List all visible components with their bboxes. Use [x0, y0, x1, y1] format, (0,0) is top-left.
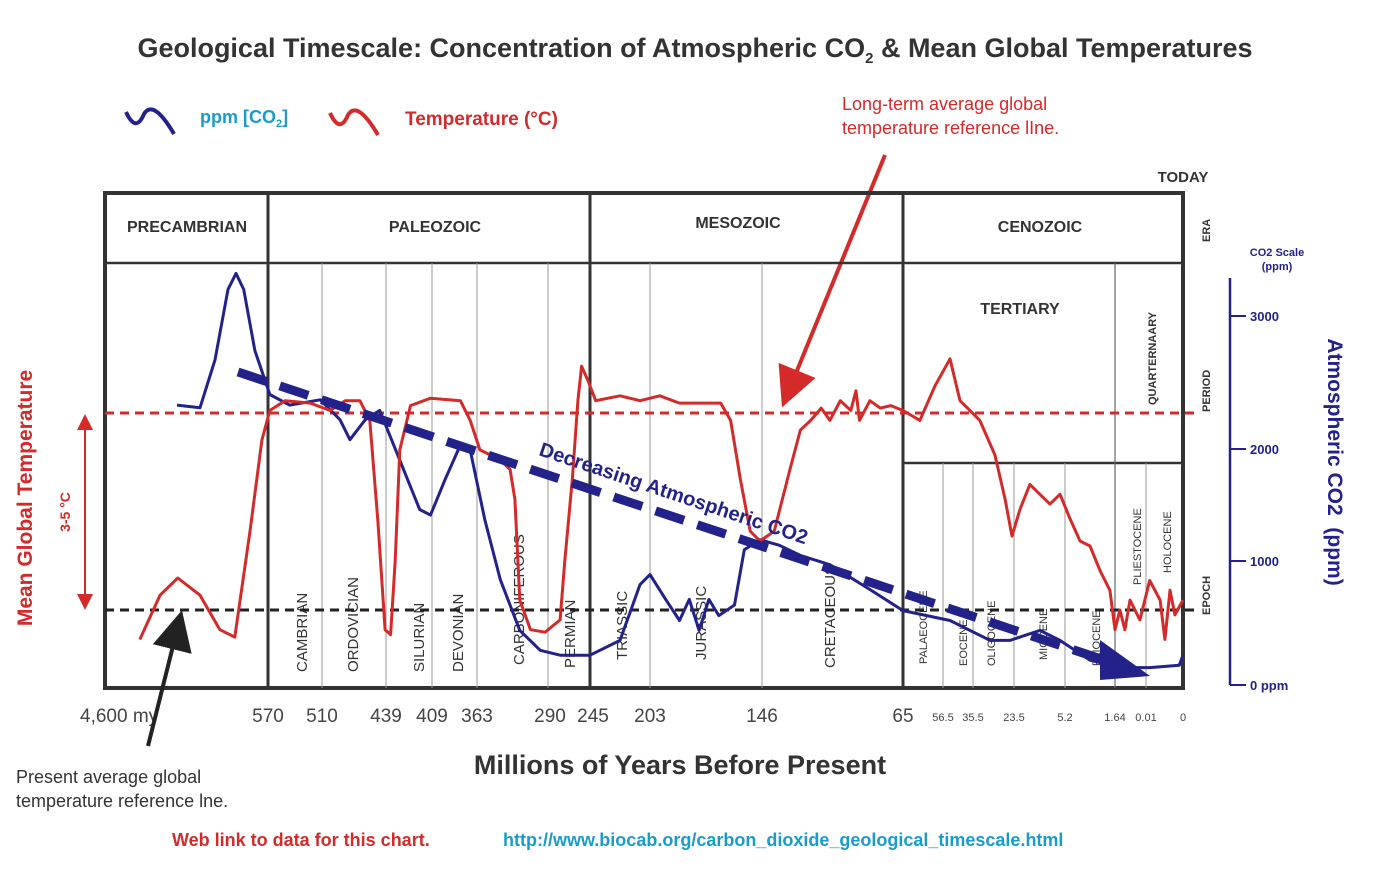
range-label: 3-5 °C: [57, 492, 73, 532]
period-cambrian: CAMBRIAN: [294, 593, 311, 672]
legend-temp-swatch: [328, 108, 380, 137]
footer-link-url[interactable]: http://www.biocab.org/carbon_dioxide_geo…: [503, 830, 1063, 850]
long-term-annotation-line2: temperature reference lIne.: [842, 118, 1059, 138]
x-tick-label: 65: [892, 706, 913, 727]
present-annotation-line1: Present average global: [16, 767, 201, 787]
right-axis-tick-label: 1000: [1250, 554, 1279, 569]
long-term-annotation-line1: Long-term average global: [842, 94, 1047, 114]
era-mesozoic: MESOZOIC: [695, 215, 781, 232]
chart-title: Geological Timescale: Concentration of A…: [137, 33, 1252, 67]
decreasing-co2-label: Decreasing Atmospheric CO2: [536, 439, 810, 549]
y-axis-left-label: Mean Global Temperature: [14, 370, 37, 626]
x-tick-label: 245: [577, 706, 609, 727]
era-precambrian: PRECAMBRIAN: [127, 219, 247, 236]
x-tick-label: 5.2: [1057, 712, 1072, 724]
era-paleozoic: PALEOZOIC: [389, 219, 482, 236]
x-axis-ticks: 4,600 my 570 510 439 409 363 290 245 203 146 65 56.…: [80, 706, 1186, 727]
legend-co2-label: ppm [CO2]: [200, 107, 288, 130]
period-triassic: TRIASSIC: [614, 591, 631, 660]
decreasing-co2-arrowhead: [1100, 640, 1150, 680]
period-permian: PERMIAN: [562, 600, 579, 668]
right-axis-tick-label: 0 ppm: [1250, 678, 1288, 693]
x-tick-label: 4,600 my: [80, 706, 159, 727]
co2-scale-title-2: (ppm): [1262, 261, 1293, 273]
y-axis-right-label: Atmospheric CO2 (ppm): [1323, 338, 1346, 585]
period-tertiary: TERTIARY: [980, 301, 1060, 318]
x-tick-label: 439: [370, 706, 402, 727]
row-label-period: PERIOD: [1201, 370, 1213, 412]
epoch-holocene: HOLOCENE: [1162, 511, 1174, 573]
x-tick-label: 0.01: [1135, 712, 1156, 724]
row-label-epoch: EPOCH: [1201, 576, 1213, 615]
x-tick-label: 203: [634, 706, 666, 727]
legend-temp-label: Temperature (°C): [405, 109, 558, 130]
long-term-arrow: [778, 154, 887, 408]
decreasing-co2-trend-line: [236, 367, 1112, 667]
x-tick-label: 1.64: [1104, 712, 1125, 724]
footer-link-label: Web link to data for this chart.: [172, 830, 430, 850]
epoch-pliestocene: PLIESTOCENE: [1132, 508, 1144, 585]
x-tick-label: 570: [252, 706, 284, 727]
period-quarternaary: QUARTERNAARY: [1147, 311, 1159, 405]
present-arrow: [146, 610, 192, 747]
present-annotation-line2: temperature reference lne.: [16, 791, 228, 811]
co2-series-line: [176, 271, 1185, 670]
x-tick-label: 146: [746, 706, 778, 727]
x-tick-label: 363: [461, 706, 493, 727]
period-ordovician: ORDOVICIAN: [345, 577, 362, 672]
x-tick-label: 56.5: [932, 712, 953, 724]
era-cenozoic: CENOZOIC: [998, 219, 1083, 236]
epoch-eocene: EOCENE: [958, 620, 970, 666]
right-axis-tick-label: 3000: [1250, 309, 1279, 324]
chart-frame: [103, 191, 1185, 690]
x-tick-label: 290: [534, 706, 566, 727]
temperature-series-line: [138, 357, 1185, 641]
period-cretaceous: CRETACEOUS: [822, 565, 839, 668]
plot-area: [105, 271, 1195, 680]
co2-scale-title-1: CO2 Scale: [1250, 247, 1304, 259]
x-tick-label: 0: [1180, 712, 1186, 724]
epoch-oligocene: OLIGOCENE: [986, 601, 998, 666]
period-silurian: SILURIAN: [411, 603, 428, 672]
timescale-grid: [103, 191, 1185, 690]
x-tick-label: 35.5: [962, 712, 983, 724]
period-devonian: DEVONIAN: [450, 594, 467, 672]
right-axis-tick-label: 2000: [1250, 442, 1279, 457]
row-label-era: ERA: [1201, 219, 1213, 242]
epoch-miocene: MIOCENE: [1038, 609, 1050, 660]
x-axis-label: Millions of Years Before Present: [474, 750, 886, 780]
x-tick-label: 409: [416, 706, 448, 727]
today-label: TODAY: [1158, 169, 1209, 186]
x-tick-label: 23.5: [1003, 712, 1024, 724]
right-axis: 3000 2000 1000 0 ppm: [1228, 278, 1288, 693]
legend: ppm [CO2] Temperature (°C): [124, 107, 558, 137]
x-tick-label: 510: [306, 706, 338, 727]
legend-co2-swatch: [124, 107, 176, 136]
